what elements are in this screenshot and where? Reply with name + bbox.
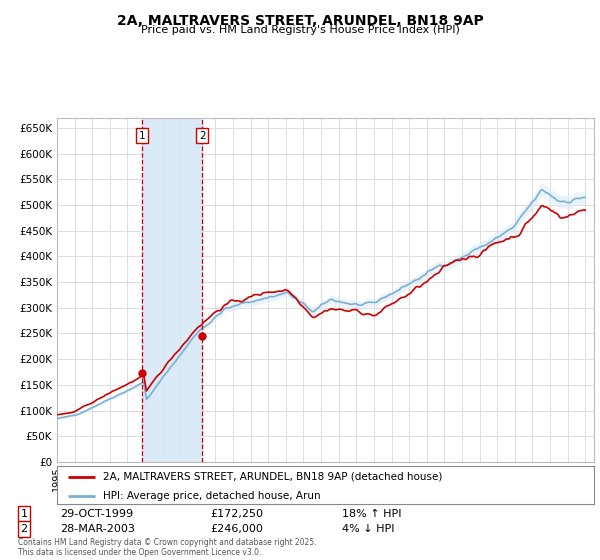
Text: 2: 2 [20, 524, 28, 534]
Text: 4% ↓ HPI: 4% ↓ HPI [342, 524, 395, 534]
Text: Price paid vs. HM Land Registry's House Price Index (HPI): Price paid vs. HM Land Registry's House … [140, 25, 460, 35]
Text: Contains HM Land Registry data © Crown copyright and database right 2025.
This d: Contains HM Land Registry data © Crown c… [18, 538, 317, 557]
Text: HPI: Average price, detached house, Arun: HPI: Average price, detached house, Arun [103, 491, 320, 501]
Text: 2A, MALTRAVERS STREET, ARUNDEL, BN18 9AP: 2A, MALTRAVERS STREET, ARUNDEL, BN18 9AP [116, 14, 484, 28]
Text: 2: 2 [199, 130, 205, 141]
Text: £172,250: £172,250 [210, 509, 263, 519]
Text: £246,000: £246,000 [210, 524, 263, 534]
Text: 28-MAR-2003: 28-MAR-2003 [60, 524, 135, 534]
Text: 29-OCT-1999: 29-OCT-1999 [60, 509, 133, 519]
Text: 1: 1 [20, 509, 28, 519]
Text: 18% ↑ HPI: 18% ↑ HPI [342, 509, 401, 519]
Bar [142, 118, 202, 462]
Text: 2A, MALTRAVERS STREET, ARUNDEL, BN18 9AP (detached house): 2A, MALTRAVERS STREET, ARUNDEL, BN18 9AP… [103, 472, 442, 482]
Text: 1: 1 [139, 130, 145, 141]
